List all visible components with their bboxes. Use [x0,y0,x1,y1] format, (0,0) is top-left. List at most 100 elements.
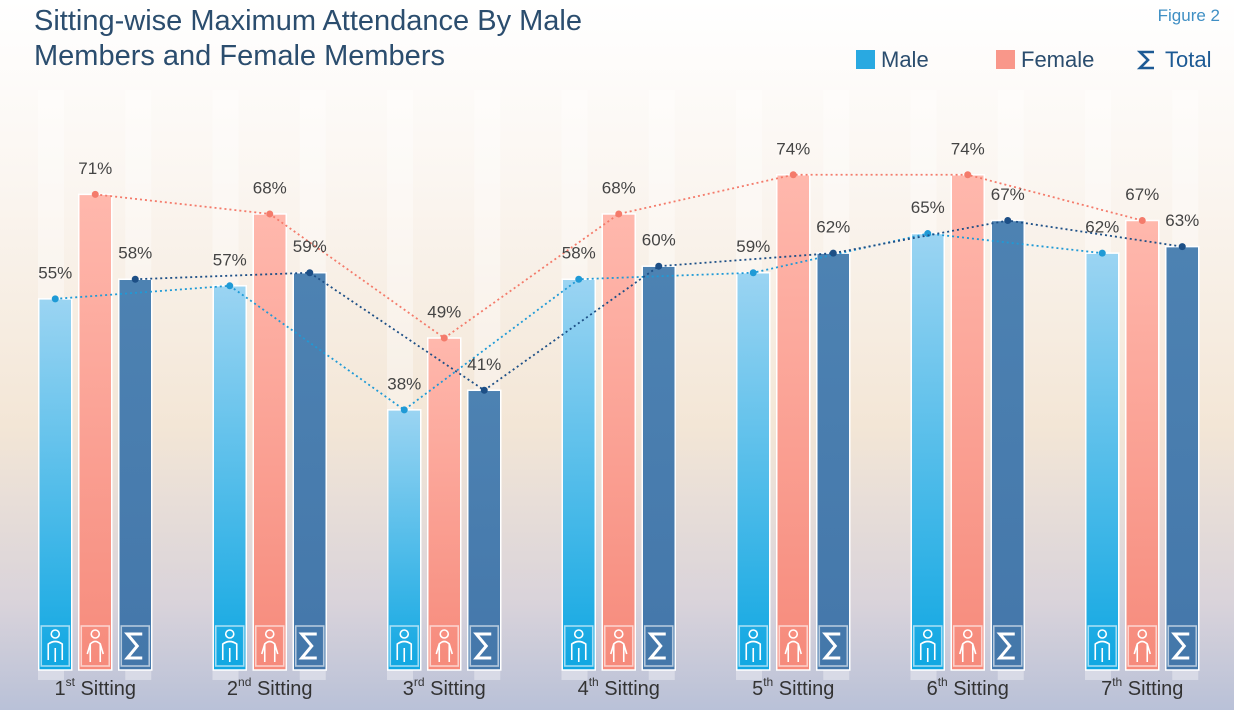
value-label: 60% [642,231,676,250]
x-tick-label: 4th Sitting [578,675,660,700]
legend-swatch [856,50,875,69]
value-label: 68% [253,178,287,197]
icon-frame [469,625,500,667]
sigma-icon [1171,632,1190,660]
bar-icon [952,625,983,667]
sigma-icon [822,632,841,660]
value-label: 49% [427,303,461,322]
value-label: 62% [816,218,850,237]
bar-icon [1167,625,1198,667]
bar [1125,219,1160,671]
bar [601,213,636,671]
bar-icon [214,625,245,667]
sigma-icon [473,632,492,660]
bar-icon [40,625,71,667]
series-dot [655,262,663,270]
value-label: 74% [951,139,985,158]
icon-frame [254,625,285,667]
bar [78,193,113,671]
value-label: 38% [387,374,421,393]
legend-swatch [996,50,1015,69]
person-head [573,629,584,639]
bar [212,285,247,671]
legend-sigma [1136,50,1154,70]
icon-frame [603,625,634,667]
series-dot [615,210,623,218]
value-label: 55% [38,263,72,282]
icon-frame [1087,625,1118,667]
bar [776,174,811,671]
person-body [784,640,803,662]
value-label: 57% [213,250,247,269]
icon-frame [40,625,71,667]
icon-frame [214,625,245,667]
person-body [919,640,936,662]
person-head [50,629,61,639]
person-head [399,629,410,639]
bar-icon [254,625,285,667]
series-dot [789,171,797,179]
x-tick-label: 2nd Sitting [227,675,313,700]
bar [387,409,422,671]
bar-icon [120,625,151,667]
series-dot [575,275,583,283]
person-body [745,640,762,662]
bar-icon [80,625,111,667]
person-body [435,640,454,662]
series-dot [924,230,932,238]
person-body [47,640,64,662]
person-head [90,629,101,639]
person-head [922,629,933,639]
icon-frame [563,625,594,667]
icon-frame [1127,625,1158,667]
bar-icon [992,625,1023,667]
bar [641,265,676,671]
bar [427,337,462,671]
person-head [962,629,973,639]
icon-frame [429,625,460,667]
value-label: 65% [911,198,945,217]
series-dot [1178,243,1186,251]
icon-frame [80,625,111,667]
bar-icon [563,625,594,667]
bar [118,278,153,671]
icon-frame [1167,625,1198,667]
value-label: 63% [1165,211,1199,230]
x-tick-label: 5th Sitting [752,675,834,700]
value-label: 67% [1125,185,1159,204]
value-label: 67% [991,185,1025,204]
bar-icon [469,625,500,667]
bar-icon [778,625,809,667]
person-body [396,640,413,662]
series-dot [1098,249,1106,257]
bar [561,278,596,671]
value-label: 58% [562,244,596,263]
icon-frame [120,625,151,667]
person-head [788,629,799,639]
bar [990,219,1025,671]
value-label: 59% [293,237,327,256]
bar [1085,252,1120,671]
person-body [260,640,279,662]
sigma-icon [124,632,143,660]
person-body [1133,640,1152,662]
x-tick-label: 7th Sitting [1101,675,1183,700]
icon-frame [778,625,809,667]
series-dot [1004,216,1012,224]
bar [816,252,851,671]
icon-frame [818,625,849,667]
bar-icon [294,625,325,667]
series-dot [51,295,59,303]
value-label: 41% [467,355,501,374]
x-tick-label: 6th Sitting [927,675,1009,700]
series-dot [964,171,972,179]
series-dot [226,282,234,290]
person-body [958,640,977,662]
bar [38,298,73,671]
bar [950,174,985,671]
series-dot [306,269,314,277]
icon-frame [992,625,1023,667]
bar-icon [912,625,943,667]
person-body [221,640,238,662]
